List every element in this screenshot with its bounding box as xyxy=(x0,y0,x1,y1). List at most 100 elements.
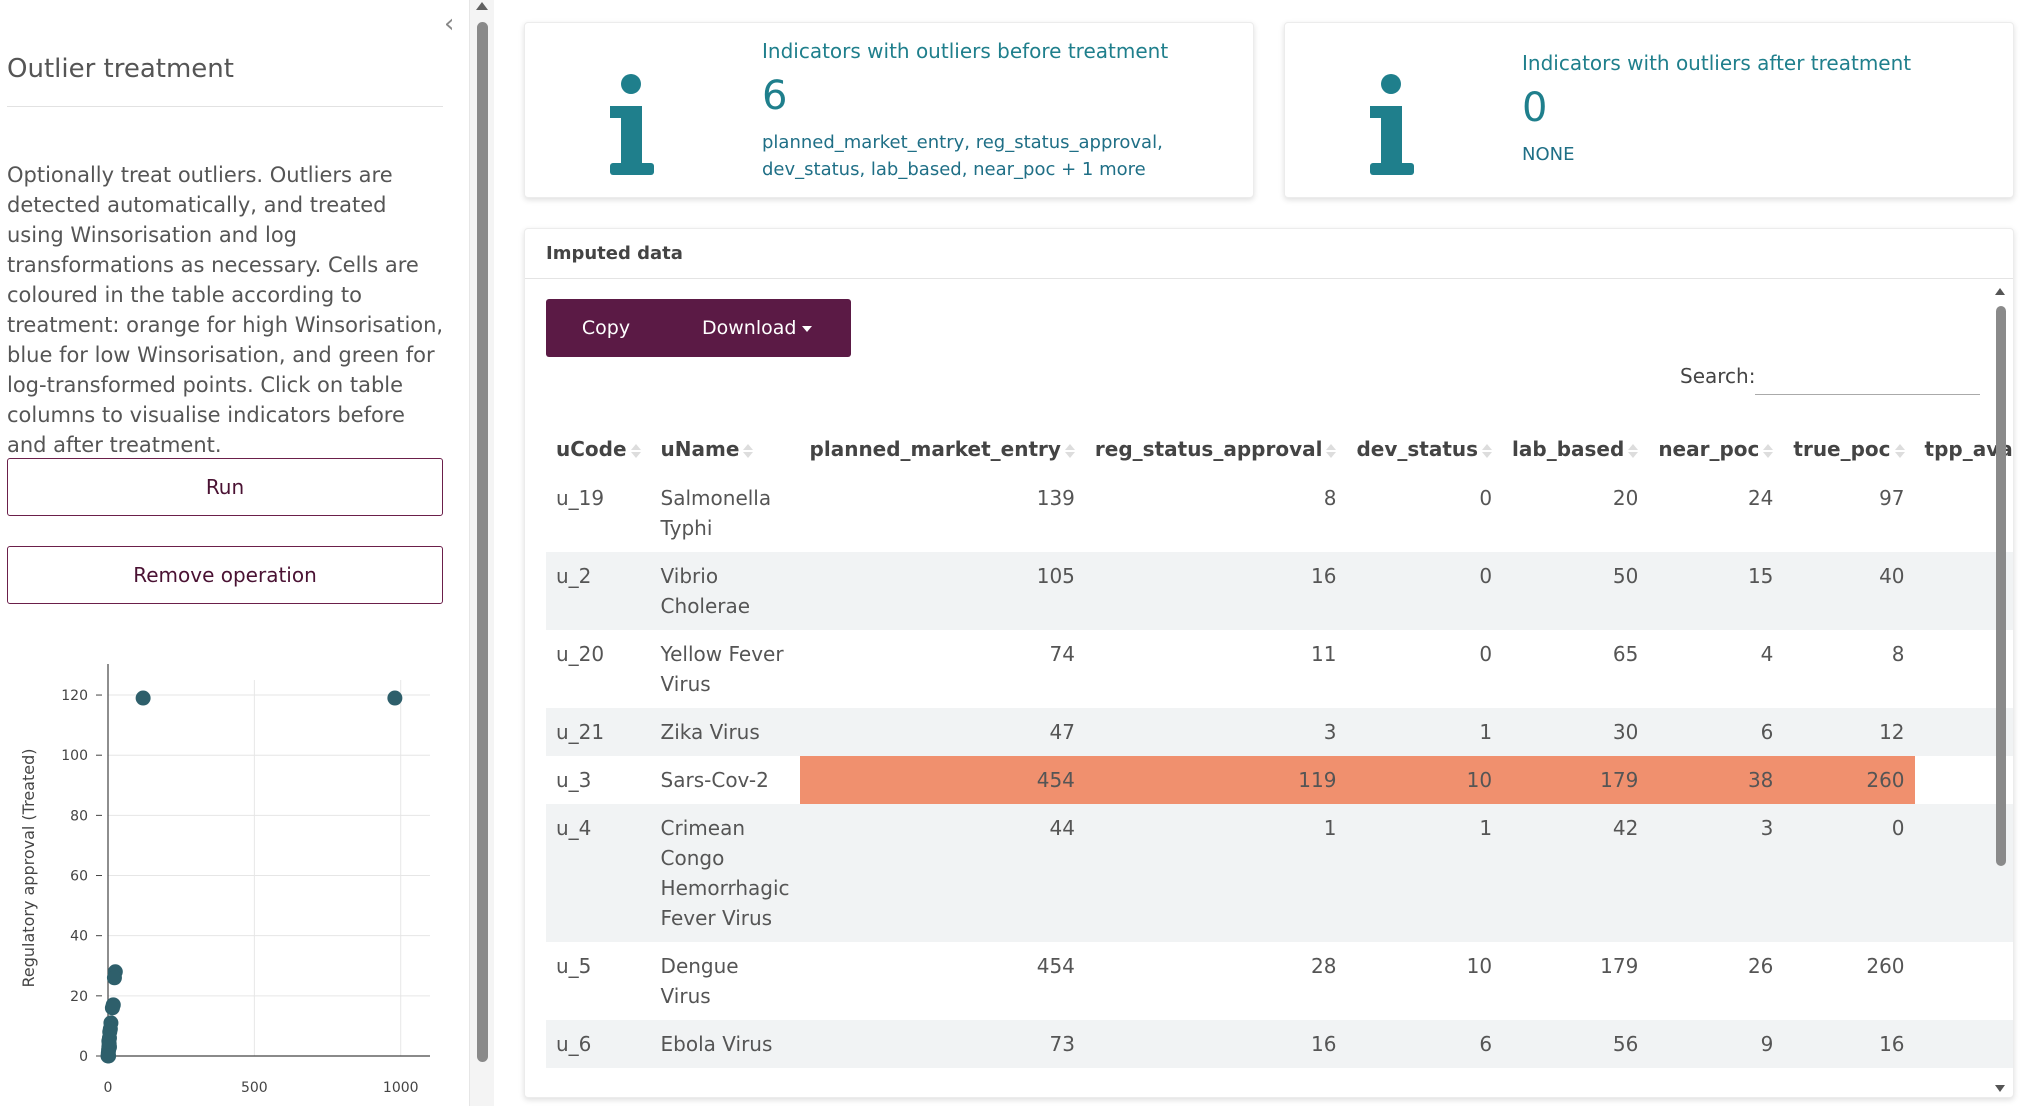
cell-dev-status: 1 xyxy=(1346,708,1503,756)
sidebar-title: Outlier treatment xyxy=(7,54,234,84)
cell-reg-status-approval: 3 xyxy=(1084,708,1347,756)
cell-uName: Crimean Congo Hemorrhagic Fever Virus xyxy=(650,804,800,942)
cell-lab-based: 56 xyxy=(1502,1020,1649,1068)
scroll-up-icon[interactable] xyxy=(476,2,488,10)
sidebar: ‹ Outlier treatment Optionally treat out… xyxy=(0,0,470,1106)
cell-reg-status-approval: 119 xyxy=(1084,756,1347,804)
y-tick-label: 80 xyxy=(70,808,88,824)
scatter-point xyxy=(135,690,151,706)
outliers-after-card: Indicators with outliers after treatment… xyxy=(1284,22,2014,198)
cell-near-poc: 24 xyxy=(1648,474,1784,552)
sort-icon xyxy=(1064,443,1075,458)
card-header: Imputed data xyxy=(525,229,2013,279)
cell-planned-market-entry: 44 xyxy=(799,804,1085,942)
cell-reg-status-approval: 11 xyxy=(1084,630,1347,708)
scrollbar-thumb[interactable] xyxy=(477,22,488,1062)
scatter-point xyxy=(106,970,122,986)
table-header-row: uCode uName planned_market_entry reg_status… xyxy=(546,424,2013,474)
table-row: u_3 Sars-Cov-2 454 119 10 179 38 260 xyxy=(546,756,2013,804)
cell-uName: Ebola Virus xyxy=(650,1020,800,1068)
y-tick-label: 40 xyxy=(70,929,88,945)
run-button[interactable]: Run xyxy=(7,458,443,516)
cell-true-poc: 16 xyxy=(1783,1020,1915,1068)
table-button-group: Copy Download xyxy=(546,299,851,357)
cell-reg-status-approval: 16 xyxy=(1084,1020,1347,1068)
card-subtext: planned_market_entry, reg_status_approva… xyxy=(762,132,1163,180)
cell-near-poc: 3 xyxy=(1648,804,1784,942)
scroll-up-icon[interactable] xyxy=(1995,288,2005,295)
cell-true-poc: 260 xyxy=(1783,942,1915,1020)
column-header-uName[interactable]: uName xyxy=(651,424,800,474)
search-input[interactable] xyxy=(1755,357,1980,395)
column-header-label: dev_status xyxy=(1356,437,1479,461)
chevron-left-icon[interactable]: ‹ xyxy=(444,9,455,39)
cell-near-poc: 15 xyxy=(1648,552,1784,630)
table-row: u_19 Salmonella Typhi 139 8 0 20 24 97 xyxy=(546,474,2013,552)
sidebar-scrollbar[interactable] xyxy=(470,0,494,1106)
imputed-data-card: Imputed data Copy Download Search: uCode… xyxy=(524,228,2014,1098)
cell-uName: Sars-Cov-2 xyxy=(650,756,800,804)
cell-planned-market-entry: 105 xyxy=(799,552,1085,630)
column-header-label: true_poc xyxy=(1793,437,1891,461)
cell-planned-market-entry: 454 xyxy=(799,756,1085,804)
column-header-label: uCode xyxy=(556,437,627,461)
cell-uCode: u_3 xyxy=(546,756,651,804)
scroll-down-icon[interactable] xyxy=(1995,1085,2005,1092)
cell-true-poc: 97 xyxy=(1783,474,1915,552)
column-header-label: uName xyxy=(660,437,740,461)
download-label: Download xyxy=(702,317,797,339)
cell-dev-status: 10 xyxy=(1346,756,1503,804)
cell-planned-market-entry: 74 xyxy=(799,630,1085,708)
column-header-near-poc[interactable]: near_poc xyxy=(1648,424,1783,474)
divider xyxy=(7,106,443,107)
cell-dev-status: 0 xyxy=(1346,630,1503,708)
sort-icon xyxy=(1894,443,1905,458)
cell-planned-market-entry: 73 xyxy=(799,1020,1085,1068)
cell-true-poc: 40 xyxy=(1783,552,1915,630)
cell-lab-based: 42 xyxy=(1502,804,1649,942)
column-header-uCode[interactable]: uCode xyxy=(546,424,651,474)
card-value: 6 xyxy=(762,73,788,119)
y-tick-label: 20 xyxy=(70,989,88,1005)
table-scrollbar[interactable] xyxy=(1992,284,2010,1096)
cell-near-poc: 26 xyxy=(1648,942,1784,1020)
scatter-chart[interactable]: 0 20 40 60 80 100 120 0 500 1000 Regulatory approv… xyxy=(10,650,440,1106)
cell-uCode: u_6 xyxy=(546,1020,651,1068)
data-table: uCode uName planned_market_entry reg_status… xyxy=(546,424,2013,1068)
copy-label: Copy xyxy=(581,317,631,339)
column-header-true-poc[interactable]: true_poc xyxy=(1783,424,1914,474)
cell-reg-status-approval: 16 xyxy=(1084,552,1347,630)
cell-uName: Yellow Fever Virus xyxy=(650,630,800,708)
scrollbar-thumb[interactable] xyxy=(1996,306,2006,866)
cell-dev-status: 10 xyxy=(1346,942,1503,1020)
cell-uName: Dengue Virus xyxy=(650,942,800,1020)
sort-icon xyxy=(1628,443,1639,458)
cell-uName: Vibrio Cholerae xyxy=(650,552,800,630)
y-tick-label: 0 xyxy=(79,1049,88,1065)
cell-reg-status-approval: 28 xyxy=(1084,942,1347,1020)
column-header-planned-market-entry[interactable]: planned_market_entry xyxy=(800,424,1085,474)
cell-true-poc: 8 xyxy=(1783,630,1915,708)
remove-operation-button[interactable]: Remove operation xyxy=(7,546,443,604)
column-header-reg-status-approval[interactable]: reg_status_approval xyxy=(1085,424,1347,474)
x-tick-label: 0 xyxy=(104,1080,113,1096)
cell-near-poc: 4 xyxy=(1648,630,1784,708)
y-axis-label: Regulatory approval (Treated) xyxy=(19,749,38,988)
cell-tpp-available xyxy=(1914,1020,2013,1068)
card-value: 0 xyxy=(1522,85,1548,131)
table-row: u_2 Vibrio Cholerae 105 16 0 50 15 40 xyxy=(546,552,2013,630)
column-header-lab-based[interactable]: lab_based xyxy=(1502,424,1648,474)
cell-true-poc: 0 xyxy=(1783,804,1915,942)
column-header-dev-status[interactable]: dev_status xyxy=(1346,424,1502,474)
card-title: Indicators with outliers before treatmen… xyxy=(762,39,1169,63)
cell-planned-market-entry: 47 xyxy=(799,708,1085,756)
sort-icon xyxy=(1326,443,1337,458)
cell-planned-market-entry: 454 xyxy=(799,942,1085,1020)
copy-button[interactable]: Copy xyxy=(546,299,666,357)
table-row: u_5 Dengue Virus 454 28 10 179 26 260 xyxy=(546,942,2013,1020)
download-button[interactable]: Download xyxy=(666,299,851,357)
cell-lab-based: 20 xyxy=(1502,474,1649,552)
cell-uCode: u_5 xyxy=(546,942,651,1020)
card-subtext: NONE xyxy=(1522,144,1575,165)
y-tick-label: 120 xyxy=(61,688,88,704)
